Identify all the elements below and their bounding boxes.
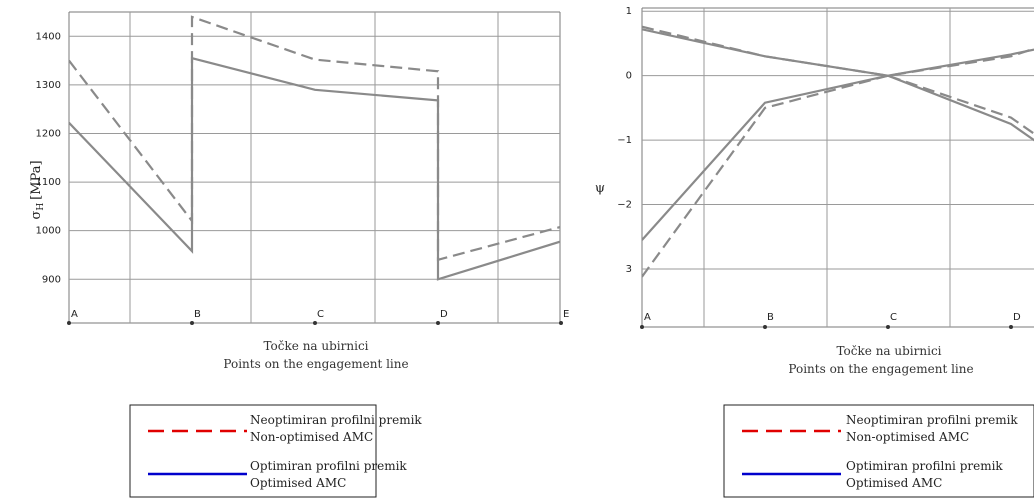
chart-left-ylabel: σH[MPa] bbox=[29, 160, 46, 219]
legend-left-box bbox=[129, 404, 377, 498]
legend-left-item-2-line1: Optimiran profilni premik bbox=[250, 459, 407, 473]
series-line-solid bbox=[69, 56, 560, 281]
x-point-marker bbox=[1009, 325, 1013, 329]
chart-left-xlabel: Točke na ubirnici bbox=[263, 339, 368, 353]
y-tick-label: −1 bbox=[617, 135, 632, 146]
x-point-marker bbox=[559, 321, 563, 325]
series-line-dashed bbox=[69, 15, 560, 262]
x-point-label: D bbox=[440, 309, 448, 320]
y-tick-label: 1000 bbox=[36, 226, 61, 237]
x-point-label: B bbox=[194, 309, 201, 320]
chart-left-xlabel-en: Points on the engagement line bbox=[223, 357, 408, 371]
legend-left: Neoptimiran profilni premik Non-optimise… bbox=[129, 404, 422, 498]
x-point-marker bbox=[313, 321, 317, 325]
legend-right-box bbox=[723, 404, 1034, 498]
x-point-marker bbox=[886, 325, 890, 329]
series-line-solid bbox=[642, 28, 1034, 142]
x-point-label: B bbox=[767, 312, 774, 323]
x-point-label: A bbox=[644, 312, 651, 323]
y-tick-label: 0 bbox=[626, 71, 632, 82]
y-tick-label: −2 bbox=[617, 200, 632, 211]
y-tick-label: 1 bbox=[626, 6, 632, 17]
series-line-dashed bbox=[642, 25, 1034, 135]
legend-right: Neoptimiran profilni premik Non-optimise… bbox=[723, 404, 1034, 498]
series-line-dashed bbox=[642, 47, 1034, 278]
y-tick-label: 900 bbox=[42, 274, 61, 285]
chart-stress-sigma-h: 900 1000 1100 1200 1300 1400 A B C D E bbox=[36, 11, 569, 325]
chart-psi: 1 0 −1 −2 3 A B C D bbox=[617, 6, 1034, 329]
y-tick-label: 3 bbox=[626, 264, 632, 275]
series-line-solid bbox=[642, 48, 1034, 241]
x-point-marker bbox=[190, 321, 194, 325]
chart-right-ylabel: ψ bbox=[595, 181, 605, 196]
legend-right-item-2-line2: Optimised AMC bbox=[846, 476, 942, 490]
x-point-label: C bbox=[890, 312, 897, 323]
x-point-label: A bbox=[71, 309, 78, 320]
legend-right-item-2-line1: Optimiran profilni premik bbox=[846, 459, 1003, 473]
x-point-label: C bbox=[317, 309, 324, 320]
legend-left-item-1-line1: Neoptimiran profilni premik bbox=[250, 413, 422, 427]
y-tick-label: 1300 bbox=[36, 80, 61, 91]
y-tick-label: 1100 bbox=[36, 177, 61, 188]
y-tick-label: 1200 bbox=[36, 128, 61, 139]
x-point-marker bbox=[67, 321, 71, 325]
legend-right-item-1-line1: Neoptimiran profilni premik bbox=[846, 413, 1018, 427]
x-point-label: D bbox=[1013, 312, 1021, 323]
legend-left-item-1-line2: Non-optimised AMC bbox=[250, 430, 373, 444]
x-point-label: E bbox=[563, 309, 569, 320]
legend-left-item-2-line2: Optimised AMC bbox=[250, 476, 346, 490]
chart-right-xlabel-en: Points on the engagement line bbox=[788, 362, 973, 376]
y-tick-label: 1400 bbox=[36, 31, 61, 42]
chart-right-xlabel: Točke na ubirnici bbox=[836, 344, 941, 358]
x-point-marker bbox=[436, 321, 440, 325]
legend-right-item-1-line2: Non-optimised AMC bbox=[846, 430, 969, 444]
x-point-marker bbox=[640, 325, 644, 329]
x-point-marker bbox=[763, 325, 767, 329]
